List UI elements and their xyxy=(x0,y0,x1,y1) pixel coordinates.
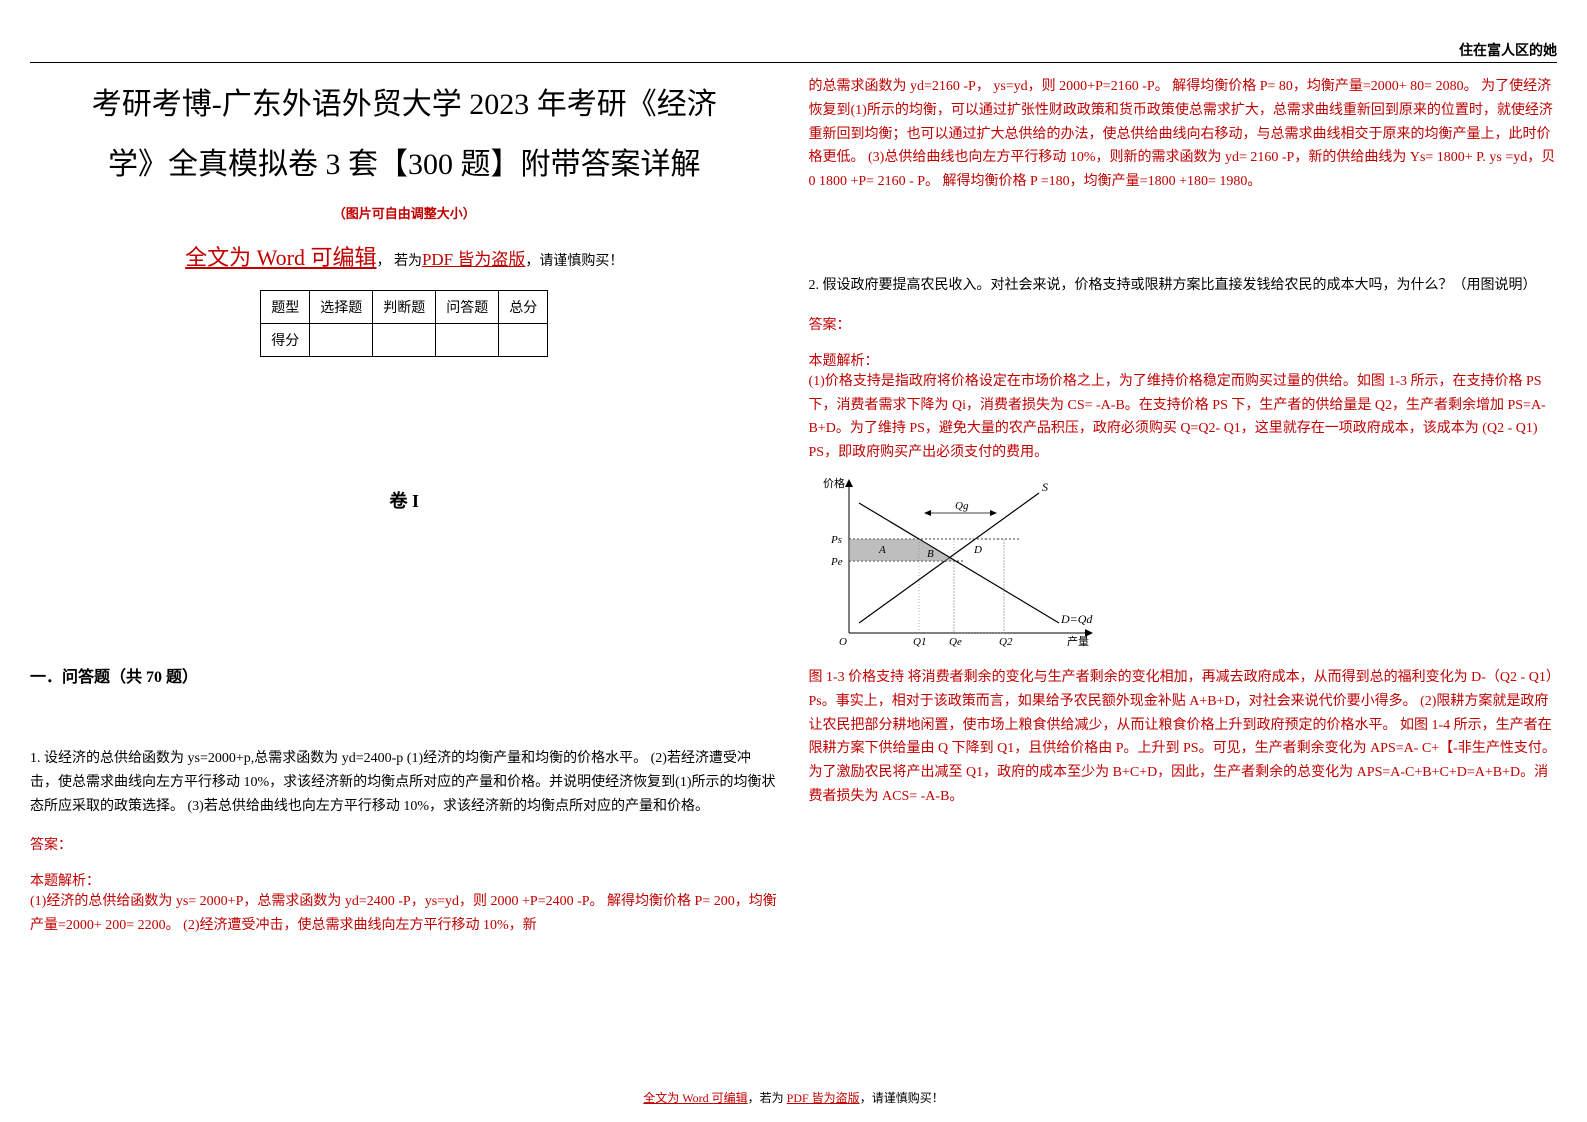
doc-title-line2: 学》全真模拟卷 3 套【300 题】附带答案详解 xyxy=(30,135,779,195)
table-row: 题型 选择题 判断题 问答题 总分 xyxy=(261,291,548,324)
left-column: 考研考博-广东外语外贸大学 2023 年考研《经济 学》全真模拟卷 3 套【30… xyxy=(30,75,779,938)
analysis-text-1-right: 的总需求函数为 yd=2160 -P， ys=yd，则 2000+P=2160 … xyxy=(809,75,1558,194)
right-column: 的总需求函数为 yd=2160 -P， ys=yd，则 2000+P=2160 … xyxy=(809,75,1558,938)
x-axis-label: 产量 xyxy=(1067,634,1089,648)
region-b-label: B xyxy=(927,548,934,560)
y-axis-label: 价格 xyxy=(823,476,845,490)
analysis-text-2-p2: 图 1-3 价格支持 将消费者剩余的变化与生产者剩余的变化相加，再减去政府成本，… xyxy=(809,666,1558,809)
footer-sep: ，若为 xyxy=(748,1091,787,1105)
footer-warning: 全文为 Word 可编辑，若为 PDF 皆为盗版，请谨慎购买！ xyxy=(0,1089,1587,1106)
qg-arrow-l-icon xyxy=(924,510,931,516)
score-table: 题型 选择题 判断题 问答题 总分 得分 xyxy=(260,290,548,357)
volume-label: 卷 I xyxy=(30,487,779,513)
image-resize-note: （图片可自由调整大小） xyxy=(30,203,779,222)
demand-label: D=Qd xyxy=(1060,612,1093,626)
answer-label-2: 答案： xyxy=(809,314,1558,334)
region-d-label: D xyxy=(973,544,982,556)
cell-empty xyxy=(436,324,499,357)
pdf-pirate-label: PDF 皆为盗版 xyxy=(422,250,525,269)
sep1: ， xyxy=(376,254,390,269)
qe-label: Qe xyxy=(949,636,962,648)
q1-label: Q1 xyxy=(913,636,926,648)
footer-word-label: 全文为 Word 可编辑 xyxy=(643,1091,747,1105)
supply-demand-chart: 价格 产量 S D=Qd Ps Pe O Q1 Qe Q2 A B D Qg xyxy=(809,473,1558,658)
header-username: 住在富人区的她 xyxy=(1459,40,1557,60)
row-score-label: 得分 xyxy=(261,324,310,357)
word-editable-label: 全文为 Word 可编辑 xyxy=(185,245,376,270)
y-arrow-icon xyxy=(845,479,853,487)
chart-svg: 价格 产量 S D=Qd Ps Pe O Q1 Qe Q2 A B D Qg xyxy=(809,473,1109,653)
qg-label: Qg xyxy=(955,500,969,512)
th-qa: 问答题 xyxy=(436,291,499,324)
origin-label: O xyxy=(839,636,847,648)
th-type: 题型 xyxy=(261,291,310,324)
section-heading: 一．问答题（共 70 题） xyxy=(30,663,779,687)
analysis-label-1: 本题解析： xyxy=(30,870,779,890)
region-a-label: A xyxy=(878,544,886,556)
page-columns: 考研考博-广东外语外贸大学 2023 年考研《经济 学》全真模拟卷 3 套【30… xyxy=(30,75,1557,938)
qg-arrow-r-icon xyxy=(990,510,997,516)
cell-empty xyxy=(373,324,436,357)
question-1: 1. 设经济的总供给函数为 ys=2000+p,总需求函数为 yd=2400-p… xyxy=(30,747,779,818)
cell-empty xyxy=(310,324,373,357)
doc-title-line1: 考研考博-广东外语外贸大学 2023 年考研《经济 xyxy=(30,75,779,135)
footer-pdf-label: PDF 皆为盗版 xyxy=(787,1091,860,1105)
header-divider xyxy=(30,62,1557,63)
caution-label: ，请谨慎购买！ xyxy=(525,254,623,269)
cell-empty xyxy=(499,324,548,357)
answer-label-1: 答案： xyxy=(30,834,779,854)
th-choice: 选择题 xyxy=(310,291,373,324)
th-judge: 判断题 xyxy=(373,291,436,324)
footer-caution: ，请谨慎购买！ xyxy=(860,1091,944,1105)
pe-label: Pe xyxy=(830,556,843,568)
edition-warning: 全文为 Word 可编辑， 若为PDF 皆为盗版，请谨慎购买！ xyxy=(30,240,779,272)
q2-label: Q2 xyxy=(999,636,1013,648)
ps-label: Ps xyxy=(830,534,842,546)
supply-label: S xyxy=(1042,480,1048,494)
th-total: 总分 xyxy=(499,291,548,324)
table-row: 得分 xyxy=(261,324,548,357)
analysis-label-2: 本题解析： xyxy=(809,350,1558,370)
demand-line xyxy=(859,503,1059,623)
analysis-text-2-p1: (1)价格支持是指政府将价格设定在市场价格之上，为了维持价格稳定而购买过量的供给… xyxy=(809,370,1558,465)
analysis-text-1-left: (1)经济的总供给函数为 ys= 2000+P，总需求函数为 yd=2400 -… xyxy=(30,890,779,938)
question-2: 2. 假设政府要提高农民收入。对社会来说，价格支持或限耕方案比直接发钱给农民的成… xyxy=(809,274,1558,298)
if-label: 若为 xyxy=(394,254,422,269)
